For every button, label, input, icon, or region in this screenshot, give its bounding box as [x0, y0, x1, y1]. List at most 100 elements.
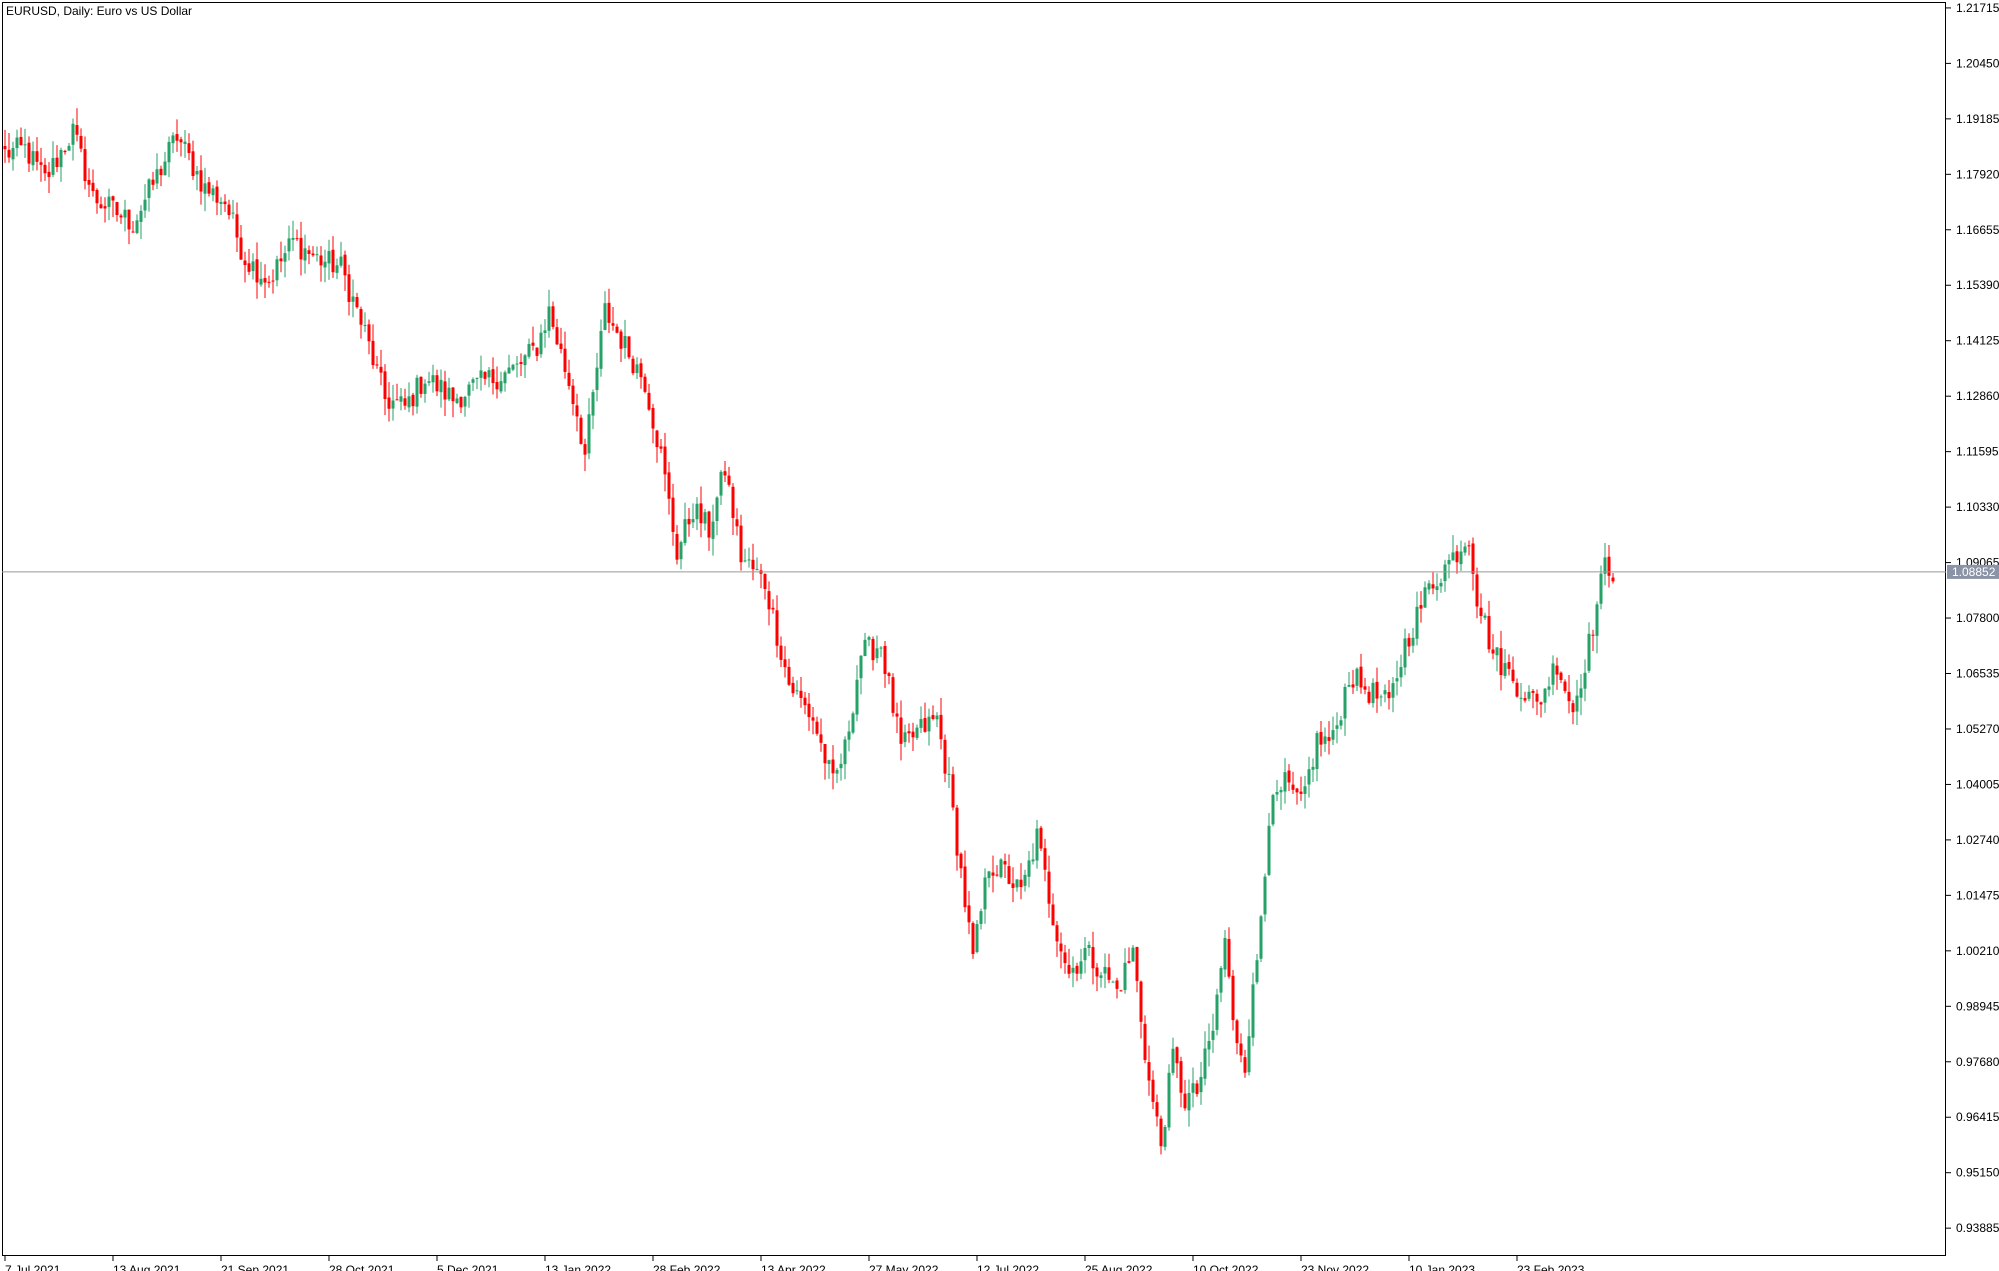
- candle: [1291, 771, 1295, 794]
- candle-body: [1515, 682, 1519, 697]
- candle-body: [679, 542, 683, 560]
- candle-body: [395, 399, 399, 401]
- candle-body: [807, 703, 811, 718]
- candle-body: [747, 559, 751, 561]
- candle: [791, 676, 795, 697]
- candle-body: [947, 773, 951, 775]
- price-tick-label: 1.07800: [1956, 611, 1999, 625]
- candle-body: [1427, 583, 1431, 590]
- candle: [1031, 843, 1035, 865]
- candle: [1523, 691, 1527, 703]
- price-tick-label: 1.12860: [1956, 389, 1999, 403]
- candle-body: [215, 186, 219, 203]
- candle-body: [1255, 960, 1259, 983]
- candle-body: [1519, 697, 1523, 699]
- candle-body: [815, 721, 819, 734]
- candle: [403, 388, 407, 410]
- candle: [751, 543, 755, 581]
- candle-body: [703, 512, 707, 524]
- candle-body: [727, 475, 731, 485]
- candle-body: [663, 446, 667, 475]
- candle: [1543, 687, 1547, 713]
- candle-body: [1271, 795, 1275, 825]
- candle-body: [887, 673, 891, 676]
- candle: [1503, 648, 1507, 679]
- candle-body: [1419, 605, 1423, 609]
- candle: [111, 195, 115, 218]
- candle: [1479, 593, 1483, 624]
- candle-body: [1071, 967, 1075, 973]
- price-tick-label: 0.98945: [1956, 999, 1999, 1013]
- candle-body: [1591, 634, 1595, 636]
- chart-title: EURUSD, Daily: Euro vs US Dollar: [6, 4, 192, 18]
- candle-body: [1479, 607, 1483, 617]
- candle: [487, 367, 491, 388]
- candle: [815, 716, 819, 736]
- candle-body: [1391, 683, 1395, 698]
- candle: [1535, 689, 1539, 716]
- candle: [1583, 659, 1587, 702]
- candle-body: [1035, 828, 1039, 861]
- candle: [1219, 965, 1223, 1003]
- price-tick-label: 1.21715: [1956, 1, 1999, 15]
- price-tick-label: 0.97680: [1956, 1055, 1999, 1069]
- candle-body: [1323, 736, 1327, 744]
- candle: [567, 359, 571, 390]
- candle-body: [1435, 586, 1439, 591]
- price-tick-label: 1.10330: [1956, 500, 1999, 514]
- candle-body: [427, 381, 431, 383]
- candle-body: [1599, 573, 1603, 604]
- candle-body: [883, 645, 887, 675]
- candle-body: [1555, 665, 1559, 675]
- candle-body: [355, 297, 359, 308]
- candle: [1567, 674, 1571, 714]
- candle: [1247, 1019, 1251, 1076]
- candle: [527, 338, 531, 359]
- candle-body: [1491, 649, 1495, 654]
- candle: [1135, 946, 1139, 993]
- candle-body: [1395, 678, 1399, 682]
- candle-body: [1203, 1048, 1207, 1079]
- candle: [979, 908, 983, 930]
- candle: [1395, 660, 1399, 696]
- candle-body: [1083, 947, 1087, 961]
- candle: [1199, 1062, 1203, 1105]
- candle: [915, 724, 919, 741]
- candle: [415, 374, 419, 414]
- candle-body: [335, 265, 339, 273]
- candle: [683, 502, 687, 546]
- candle: [1359, 653, 1363, 694]
- candle-body: [767, 591, 771, 610]
- candle: [543, 319, 547, 348]
- candle: [255, 242, 259, 299]
- candle-body: [1067, 964, 1071, 974]
- candle-body: [1539, 702, 1543, 705]
- candle-body: [503, 372, 507, 384]
- candle: [875, 635, 879, 664]
- candle-body: [835, 769, 839, 774]
- candle-body: [1379, 696, 1383, 698]
- candle: [1087, 941, 1091, 957]
- candle-body: [831, 759, 835, 774]
- candle: [1439, 578, 1443, 593]
- candle: [643, 373, 647, 394]
- candle-body: [1583, 672, 1587, 689]
- candle: [727, 466, 731, 487]
- candle: [343, 250, 347, 291]
- candle: [583, 438, 587, 472]
- candle: [787, 658, 791, 687]
- candle-body: [1287, 770, 1291, 783]
- candle-body: [275, 259, 279, 281]
- candle-body: [547, 306, 551, 331]
- candle: [1355, 667, 1359, 692]
- candle: [775, 595, 779, 658]
- candle: [251, 253, 255, 280]
- candle: [1531, 689, 1535, 709]
- candle: [931, 705, 935, 721]
- candle: [1015, 879, 1019, 892]
- candle: [823, 743, 827, 780]
- price-tick-label: 1.11595: [1956, 445, 1999, 459]
- price-tick-label: 0.93885: [1956, 1221, 1999, 1235]
- candle: [735, 508, 739, 536]
